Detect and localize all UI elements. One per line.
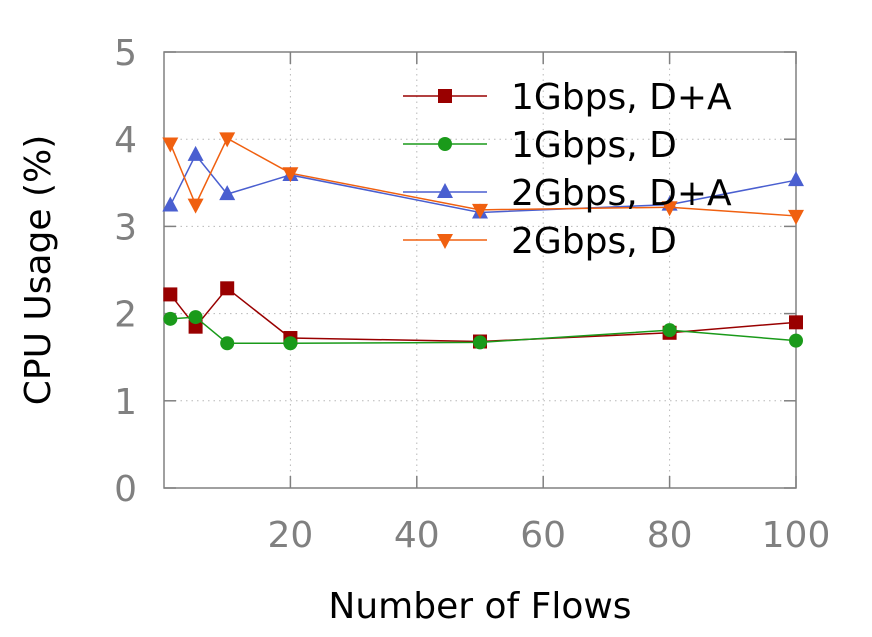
x-tick-label: 100 [762,515,831,556]
data-point [472,203,488,219]
data-point [219,185,236,201]
axis-ticks: 0 1 2 3 4 5 20 40 60 80 100 [114,33,830,556]
legend-label: 1Gbps, D+A [511,77,732,118]
legend-marker [437,234,453,249]
legend-label: 2Gbps, D [511,221,677,262]
data-point [661,201,678,217]
data-point [788,171,804,187]
data-point [219,132,236,148]
grid [164,52,796,488]
x-tick-label: 60 [520,515,566,556]
data-point [282,167,299,183]
series-4 [162,132,804,225]
y-axis-title: CPU Usage (%) [18,135,59,406]
legend-label: 2Gbps, D+A [511,173,732,214]
data-point [188,319,203,334]
data-point [283,336,298,351]
plot-frame [163,51,797,489]
y-tick-label: 1 [114,382,137,423]
data-point [220,336,235,351]
series-group [162,132,804,351]
data-point [789,333,803,348]
data-point [187,198,204,214]
x-tick-label: 40 [394,515,440,556]
data-point [162,137,179,153]
x-tick-label: 80 [647,515,693,556]
data-point [163,287,178,302]
legend-item: 2Gbps, D [403,221,677,262]
x-tick-label: 20 [267,515,313,556]
y-tick-label: 4 [114,120,137,161]
data-point [162,196,179,212]
y-tick-label: 0 [114,469,137,510]
x-axis-title: Number of Flows [328,586,631,627]
legend: 1Gbps, D+A 1Gbps, D 2Gbps, D+A 2Gbps, D [403,77,732,262]
legend-marker [438,89,452,103]
legend-item: 1Gbps, D [403,125,677,166]
data-point [188,310,203,325]
legend-marker [438,137,452,151]
y-tick-label: 5 [114,33,137,74]
legend-item: 1Gbps, D+A [403,77,732,118]
legend-marker [437,183,453,198]
y-tick-label: 2 [114,295,137,336]
data-point [662,323,677,338]
data-point [220,281,235,296]
y-tick-label: 3 [114,207,137,248]
data-point [789,315,803,330]
data-point [163,311,178,326]
legend-item: 2Gbps, D+A [403,173,732,214]
legend-label: 1Gbps, D [511,125,677,166]
data-point [788,209,804,225]
series-2 [163,310,803,351]
data-point [187,145,204,161]
data-point [473,335,487,350]
